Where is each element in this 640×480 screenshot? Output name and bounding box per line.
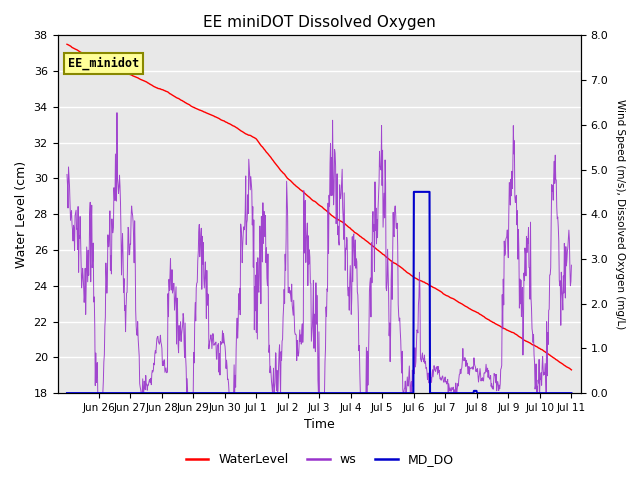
X-axis label: Time: Time	[304, 419, 335, 432]
Title: EE miniDOT Dissolved Oxygen: EE miniDOT Dissolved Oxygen	[203, 15, 436, 30]
Text: EE_minidot: EE_minidot	[68, 57, 140, 70]
Y-axis label: Wind Speed (m/s), Dissolved Oxygen (mg/L): Wind Speed (m/s), Dissolved Oxygen (mg/L…	[615, 99, 625, 329]
Legend: WaterLevel, ws, MD_DO: WaterLevel, ws, MD_DO	[181, 448, 459, 471]
Y-axis label: Water Level (cm): Water Level (cm)	[15, 161, 28, 268]
